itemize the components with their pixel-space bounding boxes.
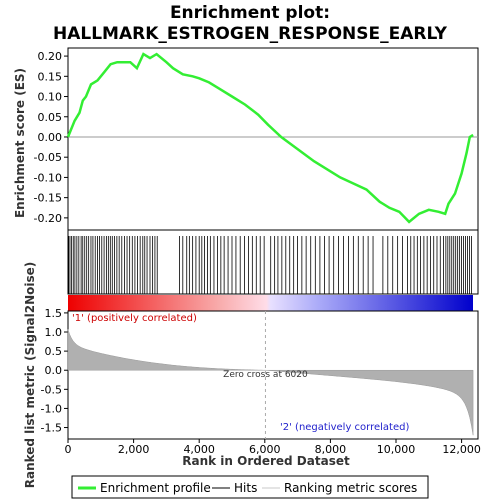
x-tick-label: 0 [65, 443, 72, 456]
es-tick-label: -0.15 [34, 192, 62, 205]
es-tick-label: -0.10 [34, 171, 62, 184]
x-tick-label: 4,000 [183, 443, 215, 456]
metric-y-axis-label: Ranked list metric (Signal2Noise) [23, 262, 37, 489]
metric-y-ticks: 1.5 1.0 0.5 0.0 -0.5 -1.0 -1.5 [41, 307, 68, 435]
metric-tick-label: 0.0 [45, 364, 63, 377]
legend-es-label: Enrichment profile [100, 481, 211, 495]
es-y-axis-label: Enrichment score (ES) [13, 68, 27, 218]
x-tick-label: 2,000 [118, 443, 150, 456]
x-tick-label: 6,000 [249, 443, 281, 456]
ranking-metric-area [67, 329, 474, 436]
legend-box [71, 475, 429, 499]
es-curve [66, 52, 474, 224]
x-tick-label: 10,000 [377, 443, 416, 456]
es-tick-label: 0.20 [38, 50, 63, 63]
metric-tick-label: 1.5 [45, 307, 63, 320]
legend-metric-label: Ranking metric scores [284, 481, 417, 495]
es-panel [67, 47, 479, 231]
x-axis-ticks: 0 2,000 4,000 6,000 8,000 10,000 12,000 [65, 439, 481, 456]
zero-cross-label: Zero cross at 6020 [223, 370, 308, 380]
legend-hits-label: Hits [234, 481, 257, 495]
es-tick-label: 0.15 [38, 70, 63, 83]
es-y-ticks: 0.20 0.15 0.10 0.05 0.00 -0.05 -0.10 -0.15 -0.20 [34, 50, 68, 225]
metric-tick-label: 0.5 [45, 345, 63, 358]
hit-lines [68, 236, 472, 294]
metric-tick-label: -0.5 [41, 383, 62, 396]
es-tick-label: -0.05 [34, 151, 62, 164]
metric-tick-label: -1.0 [41, 402, 62, 415]
metric-tick-label: 1.0 [45, 326, 63, 339]
hits-panel [67, 229, 479, 295]
es-tick-label: 0.10 [38, 91, 63, 104]
es-tick-label: 0.05 [38, 111, 63, 124]
es-tick-label: 0.00 [38, 131, 63, 144]
negative-correlation-label: '2' (negatively correlated) [280, 422, 409, 433]
correlation-color-bar [68, 295, 473, 311]
chart-title-line2: HALLMARK_ESTROGEN_RESPONSE_EARLY [53, 24, 448, 44]
positive-correlation-label: '1' (positively correlated) [72, 313, 197, 324]
chart-title-line1: Enrichment plot: [170, 3, 330, 23]
x-tick-label: 12,000 [442, 443, 481, 456]
es-tick-label: -0.20 [34, 212, 62, 225]
x-tick-label: 8,000 [315, 443, 347, 456]
metric-tick-label: -1.5 [41, 422, 62, 435]
x-axis-label: Rank in Ordered Dataset [182, 454, 350, 468]
